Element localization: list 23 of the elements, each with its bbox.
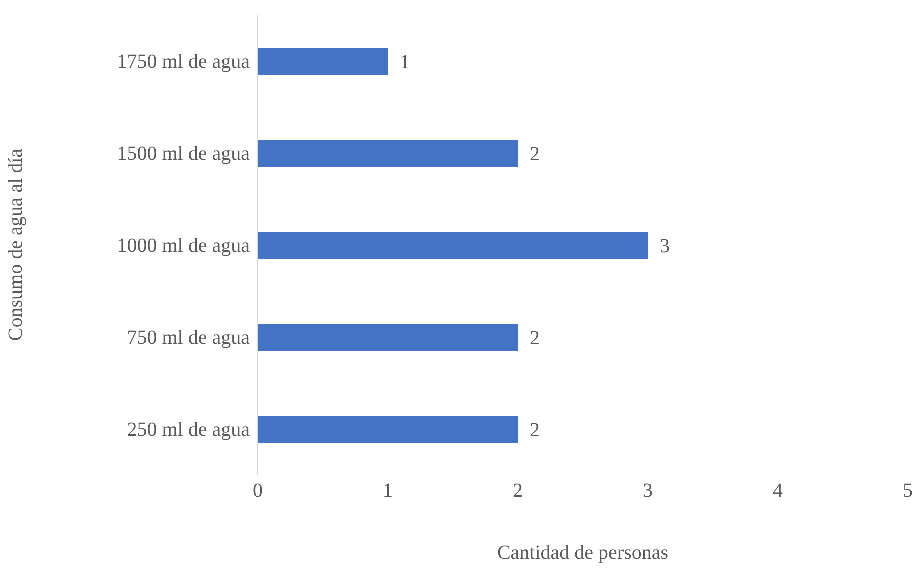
x-axis-title: Cantidad de personas: [497, 542, 669, 564]
y-tick-label: 250 ml de agua: [127, 419, 250, 442]
y-axis-title: Consumo de agua al día: [5, 148, 28, 342]
bar: [258, 48, 388, 75]
y-tick-label: 1500 ml de agua: [117, 143, 250, 166]
y-tick-label: 750 ml de agua: [127, 327, 250, 350]
y-tick-label: 1750 ml de agua: [117, 51, 250, 74]
y-tick-label: 1000 ml de agua: [117, 235, 250, 258]
x-tick-label: 5: [903, 480, 913, 502]
bar: [258, 416, 518, 443]
data-label: 3: [660, 236, 670, 258]
data-label: 2: [530, 144, 540, 166]
x-tick-label: 3: [643, 480, 653, 502]
bar: [258, 324, 518, 351]
x-tick-label: 4: [773, 480, 783, 502]
data-label: 2: [530, 420, 540, 442]
x-tick-label: 1: [383, 480, 393, 502]
x-tick-label: 0: [253, 480, 263, 502]
data-label: 2: [530, 328, 540, 350]
data-label: 1: [400, 52, 410, 74]
x-tick-label: 2: [513, 480, 523, 502]
bar: [258, 140, 518, 167]
bar: [258, 232, 648, 259]
